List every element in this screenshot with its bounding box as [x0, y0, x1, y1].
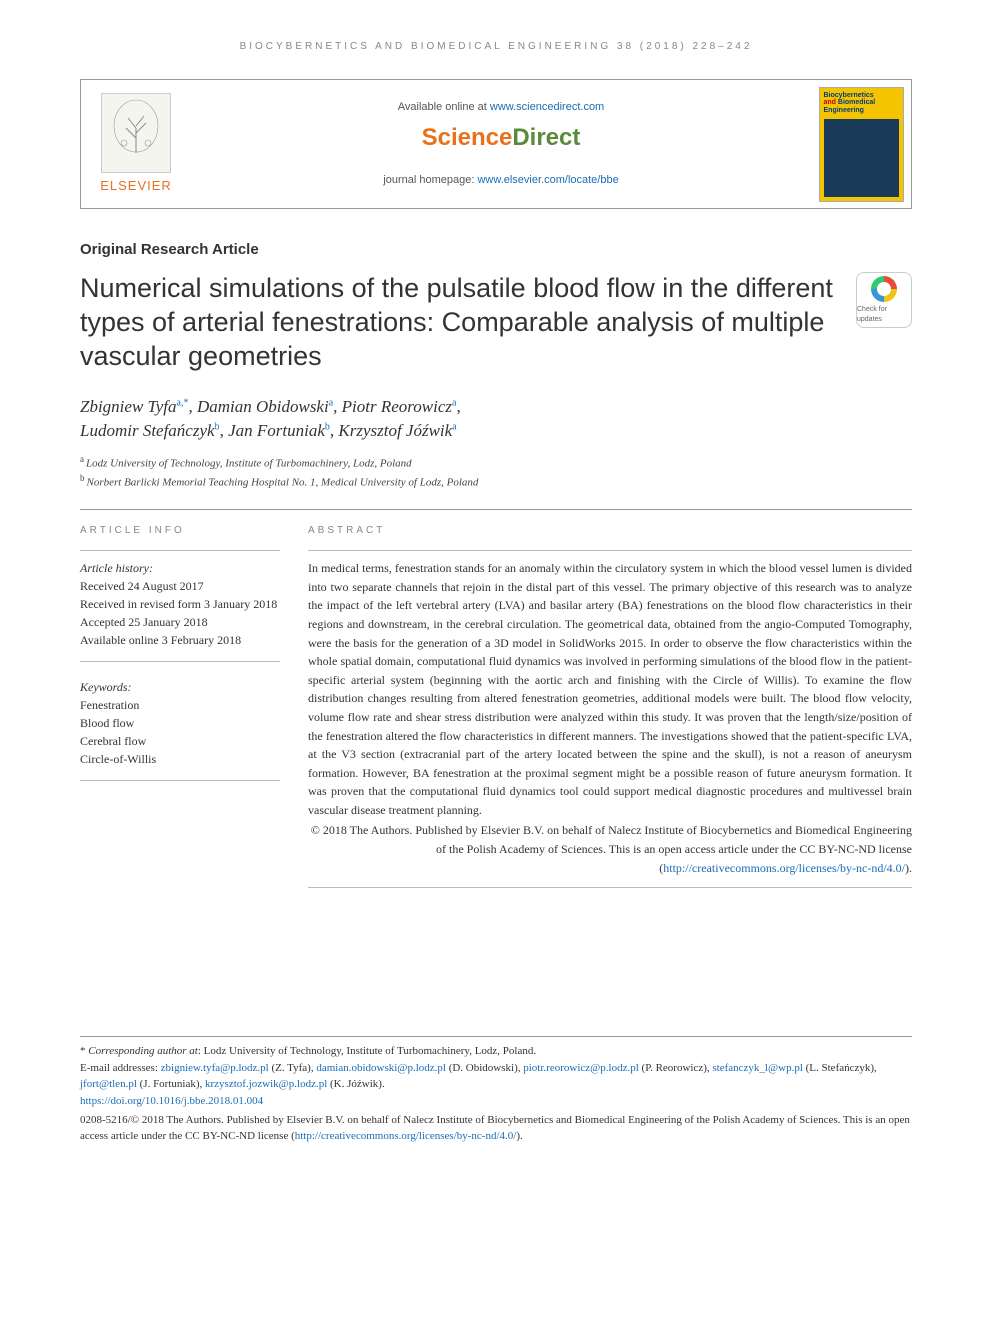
email-who: (L. Stefańczyk),: [803, 1062, 877, 1074]
keyword: Circle-of-Willis: [80, 750, 280, 768]
footnotes: * Corresponding author at: Lodz Universi…: [80, 1036, 912, 1145]
homepage-prefix: journal homepage:: [383, 174, 477, 186]
corresponding-label: Corresponding author at: [88, 1045, 198, 1057]
sep: ,: [188, 397, 197, 416]
header-center: Available online at www.sciencedirect.co…: [191, 80, 811, 208]
info-divider: [80, 780, 280, 781]
author-2: Damian Obidowski: [197, 397, 329, 416]
author-4: Ludomir Stefańczyk: [80, 421, 215, 440]
cover-line2: and: [824, 99, 838, 106]
info-divider: [80, 550, 280, 551]
author-5: Jan Fortuniak: [228, 421, 325, 440]
email-link[interactable]: damian.obidowski@p.lodz.pl: [316, 1062, 446, 1074]
journal-cover: Biocybernetics and Biomedical Engineerin…: [811, 80, 911, 208]
corresponding-text: : Lodz University of Technology, Institu…: [198, 1045, 536, 1057]
email-link[interactable]: piotr.reorowicz@p.lodz.pl: [523, 1062, 639, 1074]
sep: ,: [333, 397, 342, 416]
article-info-head: article info: [80, 524, 280, 538]
history-label: Article history:: [80, 559, 280, 577]
cover-line4: Engineering: [824, 107, 864, 114]
homepage-link[interactable]: www.elsevier.com/locate/bbe: [477, 174, 618, 186]
license-link[interactable]: http://creativecommons.org/licenses/by-n…: [663, 861, 905, 875]
email-addresses: E-mail addresses: zbigniew.tyfa@p.lodz.p…: [80, 1060, 912, 1093]
sep: ,: [220, 421, 229, 440]
history-revised: Received in revised form 3 January 2018: [80, 595, 280, 613]
email-link[interactable]: krzysztof.jozwik@p.lodz.pl: [205, 1078, 327, 1090]
affiliations: aLodz University of Technology, Institut…: [80, 453, 912, 491]
section-divider: [80, 509, 912, 510]
copyright-close: ).: [905, 861, 912, 875]
sd-logo-direct: Direct: [512, 124, 580, 151]
abstract-text: In medical terms, fenestration stands fo…: [308, 559, 912, 819]
sciencedirect-logo: ScienceDirect: [422, 121, 581, 155]
keywords-label: Keywords:: [80, 678, 280, 696]
sep: ,: [456, 397, 460, 416]
affiliation-a: Lodz University of Technology, Institute…: [86, 458, 412, 470]
email-who: (D. Obidowski),: [446, 1062, 523, 1074]
issn-license-link[interactable]: http://creativecommons.org/licenses/by-n…: [295, 1130, 517, 1142]
keyword: Blood flow: [80, 714, 280, 732]
elsevier-tree-icon: [101, 93, 171, 173]
affiliation-b: Norbert Barlicki Memorial Teaching Hospi…: [87, 477, 479, 489]
doi-link[interactable]: https://doi.org/10.1016/j.bbe.2018.01.00…: [80, 1095, 263, 1107]
email-who: (P. Reorowicz),: [639, 1062, 713, 1074]
abstract-head: abstract: [308, 524, 912, 538]
keyword: Fenestration: [80, 696, 280, 714]
cover-thumbnail: Biocybernetics and Biomedical Engineerin…: [819, 87, 904, 202]
email-label: E-mail addresses:: [80, 1062, 161, 1074]
available-prefix: Available online at: [398, 101, 490, 113]
abstract-end-divider: [308, 887, 912, 888]
author-1: Zbigniew Tyfa: [80, 397, 177, 416]
elsevier-wordmark: ELSEVIER: [100, 177, 172, 195]
article-type: Original Research Article: [80, 239, 912, 260]
crossmark-label: Check for updates: [857, 305, 911, 325]
cover-line3: Biomedical: [838, 99, 875, 106]
issn-close: ).: [516, 1130, 522, 1142]
author-6-aff[interactable]: a: [452, 421, 456, 432]
copyright: © 2018 The Authors. Published by Elsevie…: [308, 821, 912, 877]
running-head: biocybernetics and biomedical engineerin…: [80, 40, 912, 54]
info-divider: [80, 661, 280, 662]
email-link[interactable]: stefanczyk_l@wp.pl: [712, 1062, 802, 1074]
authors: Zbigniew Tyfaa,*, Damian Obidowskia, Pio…: [80, 395, 912, 443]
author-3: Piotr Reorowicz: [342, 397, 452, 416]
article-info-column: article info Article history: Received 2…: [80, 524, 280, 896]
abstract-column: abstract In medical terms, fenestration …: [308, 524, 912, 896]
cover-line1: Biocybernetics: [824, 92, 874, 99]
abstract-divider: [308, 550, 912, 551]
crossmark-icon: [871, 276, 897, 302]
crossmark-badge[interactable]: Check for updates: [856, 272, 912, 328]
issn-license: 0208-5216/© 2018 The Authors. Published …: [80, 1113, 912, 1145]
sd-logo-science: Science: [422, 124, 513, 151]
journal-homepage: journal homepage: www.elsevier.com/locat…: [383, 173, 618, 188]
email-link[interactable]: jfort@tlen.pl: [80, 1078, 137, 1090]
available-online: Available online at www.sciencedirect.co…: [398, 100, 604, 115]
history-accepted: Accepted 25 January 2018: [80, 613, 280, 631]
email-link[interactable]: zbigniew.tyfa@p.lodz.pl: [161, 1062, 269, 1074]
history-online: Available online 3 February 2018: [80, 631, 280, 649]
author-6: Krzysztof Jóźwik: [338, 421, 452, 440]
keyword: Cerebral flow: [80, 732, 280, 750]
history-received: Received 24 August 2017: [80, 577, 280, 595]
email-who: (J. Fortuniak),: [137, 1078, 205, 1090]
article-title: Numerical simulations of the pulsatile b…: [80, 272, 836, 373]
sciencedirect-link[interactable]: www.sciencedirect.com: [490, 101, 604, 113]
header-block: ELSEVIER Available online at www.science…: [80, 79, 912, 209]
elsevier-logo: ELSEVIER: [81, 80, 191, 208]
email-who: (Z. Tyfa),: [269, 1062, 317, 1074]
email-who: (K. Jóźwik).: [327, 1078, 384, 1090]
